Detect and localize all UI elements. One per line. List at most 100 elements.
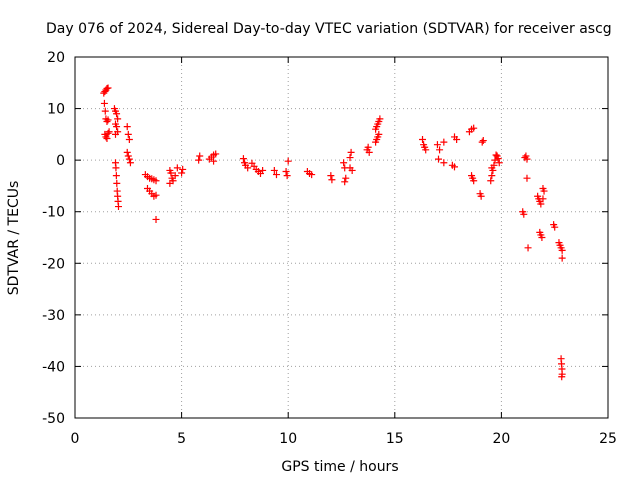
data-point [450,163,458,171]
data-point [470,124,478,132]
data-point [492,151,500,159]
data-point [470,177,478,185]
data-point [125,155,133,163]
x-tick-labels: 0 5 10 15 20 25 [71,431,617,447]
data-point [112,130,120,138]
data-point [167,169,175,177]
y-tick-label: -40 [42,359,65,375]
data-point [113,179,121,187]
data-point [114,203,122,211]
data-point [478,138,486,146]
x-tick-label: 15 [386,431,404,447]
data-point [551,223,559,231]
data-point [488,172,496,180]
axis-ticks [74,56,609,419]
y-axis-label: SDTVAR / TECUs [6,181,22,296]
data-point [524,244,532,252]
data-point [244,164,252,172]
data-point [346,154,354,162]
data-point [375,130,383,138]
data-point [101,107,109,115]
plot-frame [74,56,609,419]
data-point [491,156,499,164]
grid-lines [75,57,608,418]
data-point [328,176,336,184]
data-point [342,174,350,182]
data-point [495,159,503,167]
data-point [195,156,203,164]
x-tick-label: 0 [71,431,80,447]
data-point [196,152,204,160]
data-point [522,152,530,160]
data-point [284,157,292,165]
data-point [270,166,278,174]
y-tick-label: 0 [56,153,65,169]
y-tick-label: -30 [42,308,65,324]
y-tick-label: 10 [47,102,65,118]
data-point [364,143,372,151]
data-point [436,146,444,154]
data-point [105,128,113,136]
data-point [124,130,132,138]
data-point [173,164,181,172]
data-point [124,152,132,160]
data-point [171,172,179,180]
data-point [112,172,120,180]
y-tick-label: 20 [47,50,65,66]
data-point [494,155,502,163]
data-point [212,150,220,158]
data-point [347,148,355,156]
data-point [178,169,186,177]
data-point [327,172,335,180]
data-point [341,178,349,186]
data-point [112,164,120,172]
data-point [125,136,133,144]
x-axis-label: GPS time / hours [281,459,398,475]
chart-title: Day 076 of 2024, Sidereal Day-to-day VTE… [46,21,612,37]
data-point [540,187,548,195]
data-point [440,159,448,167]
data-point [523,174,531,182]
data-point [272,171,280,179]
y-tick-label: -20 [42,256,65,272]
data-point [558,246,566,254]
data-point [103,117,111,125]
data-point [419,136,427,144]
data-point [558,254,566,262]
data-point [113,110,121,118]
data-point [538,234,546,241]
data-point [210,157,218,165]
data-point [123,148,131,156]
data-point [433,141,441,149]
y-tick-label: -50 [42,411,65,427]
data-point [340,159,348,167]
x-tick-label: 10 [279,431,297,447]
data-point [104,129,112,137]
data-point [104,84,112,92]
data-point [308,171,316,179]
data-point [440,138,448,146]
data-point [376,115,384,123]
data-point [100,99,108,107]
data-point [477,192,485,200]
data-point [537,200,545,208]
data-points [100,84,566,381]
y-tick-labels: -50 -40 -30 -20 -10 0 10 20 [42,50,65,427]
data-point [239,155,247,163]
data-point [488,164,496,172]
data-point [435,155,443,163]
data-point [152,215,160,223]
data-point [348,166,356,174]
data-point [282,167,290,175]
x-tick-label: 20 [492,431,510,447]
data-point [365,148,373,156]
data-point [283,172,291,180]
data-point [523,155,531,163]
data-point [539,195,547,203]
data-point [479,137,487,145]
data-point [114,115,122,123]
data-point [102,133,110,141]
data-point [259,166,267,174]
y-tick-label: -10 [42,205,65,221]
